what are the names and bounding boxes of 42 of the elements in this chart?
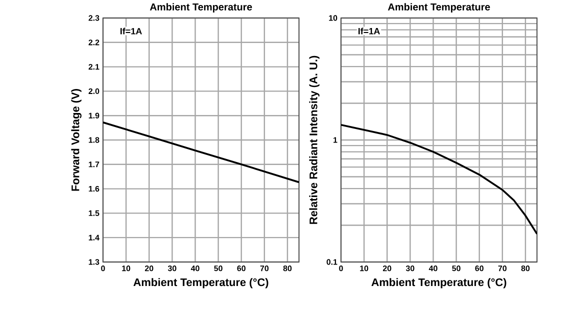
x-tick-label: 20 (382, 266, 392, 272)
x-tick-label: 50 (214, 266, 222, 272)
x-tick-label: 80 (521, 266, 530, 272)
x-tick-label: 30 (168, 266, 176, 272)
x-tick-label: 10 (360, 266, 368, 272)
line-series (341, 124, 537, 235)
y-tick-label: 1.6 (88, 186, 100, 192)
x-tick-label: 40 (190, 266, 200, 272)
y-axis-title: Forward Voltage (V) (71, 88, 82, 191)
x-tick-label: 60 (237, 266, 246, 272)
x-tick-label: 30 (406, 266, 414, 272)
y-tick-label: 0.1 (326, 259, 338, 265)
x-tick-label: 10 (122, 266, 130, 272)
y-tick-label: 1 (334, 137, 338, 143)
y-tick-label: 1.9 (88, 112, 100, 118)
x-tick-label: 40 (428, 266, 438, 272)
x-tick-label: 20 (144, 266, 154, 272)
y-tick-label: 2.2 (88, 40, 100, 46)
y-tick-label: 1.3 (88, 259, 100, 265)
y-tick-label: 1.8 (88, 137, 100, 143)
x-tick-label: 0 (101, 266, 105, 272)
y-tick-label: 2.0 (88, 88, 100, 94)
line-series (103, 122, 299, 184)
x-tick-label: 70 (498, 266, 507, 272)
chart-title: Ambient Temperature (388, 3, 490, 12)
x-tick-label: 60 (475, 266, 484, 272)
x-axis-title: Ambient Temperature (°C) (133, 278, 268, 288)
y-tick-label: 2.1 (88, 64, 100, 70)
y-tick-label: 1.5 (88, 210, 100, 216)
y-tick-label: 1.7 (88, 162, 100, 168)
chart-title: Ambient Temperature (150, 3, 252, 12)
annotation: If=1A (358, 28, 380, 34)
x-tick-label: 70 (260, 266, 269, 272)
y-tick-label: 1.4 (88, 234, 100, 240)
x-axis-title: Ambient Temperature (°C) (371, 278, 506, 288)
y-tick-label: 10 (329, 15, 338, 21)
x-tick-label: 50 (452, 266, 460, 272)
y-axis-title: Relative Radiant Intensity (A. U.) (309, 56, 320, 224)
y-tick-label: 2.3 (88, 15, 100, 21)
annotation: If=1A (120, 28, 142, 34)
x-tick-label: 80 (283, 266, 292, 272)
x-tick-label: 0 (339, 266, 343, 272)
